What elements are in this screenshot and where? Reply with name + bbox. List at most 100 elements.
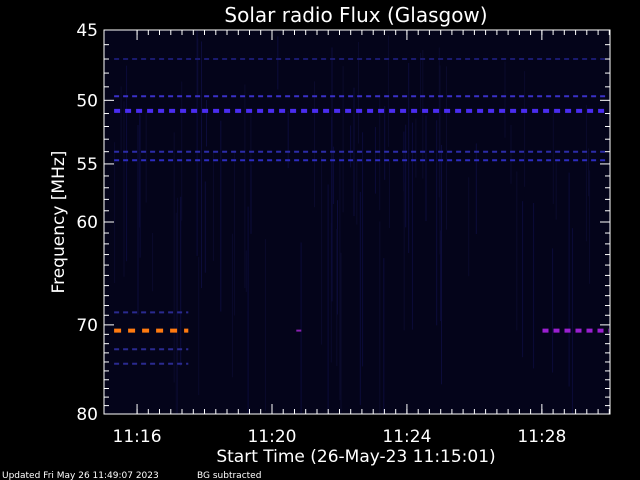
noise-streak bbox=[180, 196, 182, 367]
noise-streak bbox=[152, 233, 154, 292]
noise-streak bbox=[403, 182, 405, 331]
noise-streak bbox=[196, 30, 198, 256]
noise-streak bbox=[204, 181, 206, 273]
noise-streak bbox=[247, 206, 249, 414]
chart-title: Solar radio Flux (Glasgow) bbox=[224, 3, 487, 27]
noise-streak bbox=[379, 221, 381, 414]
noise-streak bbox=[176, 197, 178, 414]
noise-streak bbox=[139, 111, 141, 228]
noise-streak bbox=[425, 115, 427, 222]
noise-streak bbox=[201, 41, 202, 289]
noise-streak bbox=[342, 66, 344, 213]
x-tick-label: 11:20 bbox=[247, 427, 296, 447]
emission-features bbox=[114, 58, 609, 365]
noise-streak bbox=[411, 122, 413, 330]
y-axis-title: Frequency [MHz] bbox=[49, 151, 69, 294]
noise-streak bbox=[588, 148, 589, 197]
noise-streak bbox=[438, 47, 440, 198]
y-tick-label: 60 bbox=[76, 213, 98, 233]
noise-streak bbox=[383, 258, 385, 414]
noise-streak bbox=[585, 104, 587, 242]
noise-streak bbox=[114, 142, 116, 284]
noise-streak bbox=[340, 252, 342, 414]
noise-streak bbox=[300, 242, 302, 414]
noise-streak bbox=[337, 200, 338, 315]
noise-streak bbox=[405, 124, 407, 228]
noise-streak bbox=[245, 250, 247, 292]
noise-streak bbox=[264, 239, 266, 411]
x-tick-label: 11:28 bbox=[517, 427, 566, 447]
noise-streak bbox=[589, 170, 591, 284]
noise-streak bbox=[120, 86, 122, 154]
noise-streak bbox=[568, 172, 570, 387]
noise-streak bbox=[250, 164, 252, 234]
noise-streak bbox=[387, 35, 389, 147]
noise-streak bbox=[408, 63, 410, 253]
noise-streak bbox=[403, 131, 405, 192]
noise-streak bbox=[436, 120, 438, 326]
x-tick-label: 11:16 bbox=[113, 427, 162, 447]
noise-streak bbox=[198, 257, 200, 396]
x-tick-label: 11:24 bbox=[382, 427, 431, 447]
y-tick-label: 70 bbox=[76, 316, 98, 336]
noise-streak bbox=[571, 228, 573, 414]
noise-streak bbox=[277, 36, 279, 90]
noise-streak bbox=[468, 177, 470, 277]
noise-streak bbox=[524, 71, 526, 187]
noise-streak bbox=[522, 201, 524, 358]
noise-streak bbox=[552, 248, 554, 373]
y-tick-label: 80 bbox=[76, 405, 98, 425]
updated-timestamp: Updated Fri May 26 11:49:07 2023 bbox=[2, 471, 159, 480]
x-axis-ticks: 11:16 11:20 11:24 11:28 bbox=[113, 30, 610, 447]
noise-streak bbox=[362, 132, 364, 367]
noise-streak bbox=[287, 110, 289, 169]
noise-streak bbox=[212, 151, 214, 261]
noise-streak bbox=[441, 144, 442, 385]
noise-streak bbox=[331, 47, 333, 302]
noise-streak bbox=[504, 61, 506, 138]
noise-streak bbox=[231, 233, 233, 378]
noise-streak bbox=[197, 38, 199, 97]
noise-streak bbox=[555, 161, 557, 220]
noise-streak bbox=[356, 159, 358, 225]
y-tick-label: 45 bbox=[76, 21, 98, 41]
noise-streak bbox=[321, 156, 323, 345]
spectrogram-noise bbox=[114, 30, 591, 414]
noise-streak bbox=[339, 157, 341, 396]
noise-streak bbox=[516, 171, 518, 331]
noise-streak bbox=[359, 191, 361, 406]
x-axis-title: Start Time (26-May-23 11:15:01) bbox=[216, 447, 495, 467]
noise-streak bbox=[358, 42, 359, 144]
noise-streak bbox=[415, 118, 417, 178]
background-note: BG subtracted bbox=[197, 471, 261, 480]
noise-streak bbox=[332, 146, 334, 204]
noise-streak bbox=[336, 229, 338, 367]
noise-streak bbox=[350, 125, 352, 168]
noise-streak bbox=[384, 106, 386, 180]
y-axis-ticks: 45 50 55 60 70 80 bbox=[76, 21, 610, 425]
y-tick-label: 55 bbox=[76, 155, 98, 175]
noise-streak bbox=[353, 87, 355, 217]
noise-streak bbox=[552, 109, 554, 204]
noise-streak bbox=[314, 81, 315, 208]
noise-streak bbox=[244, 84, 246, 288]
noise-streak bbox=[475, 143, 477, 234]
noise-streak bbox=[173, 132, 175, 383]
noise-streak bbox=[123, 101, 125, 277]
noise-streak bbox=[137, 125, 139, 315]
noise-streak bbox=[446, 66, 447, 230]
noise-streak bbox=[420, 52, 422, 113]
noise-streak bbox=[422, 49, 424, 179]
y-tick-label: 50 bbox=[76, 91, 98, 111]
noise-streak bbox=[388, 160, 390, 228]
noise-streak bbox=[440, 230, 442, 321]
noise-streak bbox=[126, 65, 128, 262]
noise-streak bbox=[206, 100, 207, 147]
noise-streak bbox=[533, 203, 535, 369]
noise-streak bbox=[510, 124, 512, 184]
noise-streak bbox=[220, 120, 222, 312]
noise-streak bbox=[175, 212, 177, 414]
noise-streak bbox=[327, 184, 329, 414]
noise-streak bbox=[145, 111, 147, 203]
